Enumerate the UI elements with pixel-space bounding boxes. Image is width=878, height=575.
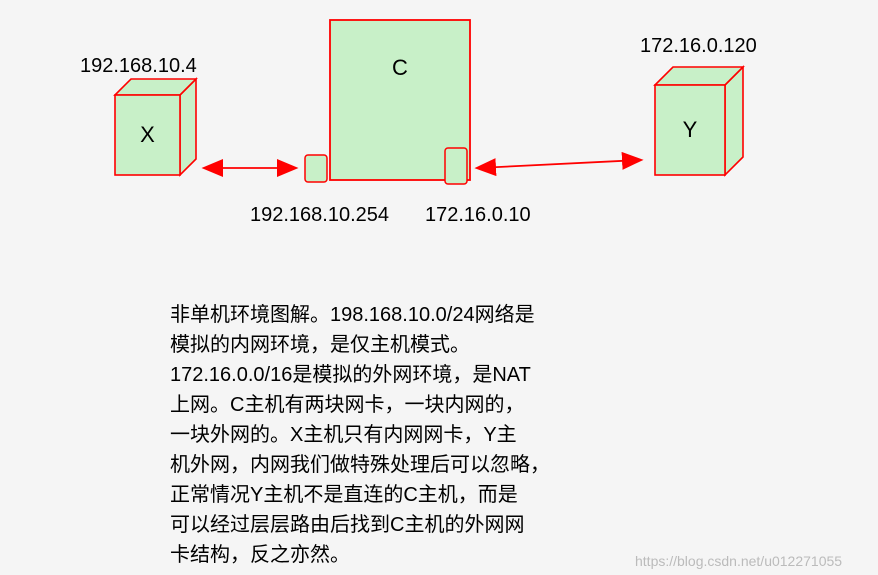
nic-right-box (445, 148, 467, 184)
nic-right-ip-label: 172.16.0.10 (425, 204, 531, 227)
arrow-c-y (478, 160, 640, 168)
node-x-label: X (140, 122, 155, 147)
nic-left-box (305, 155, 327, 182)
node-y-ip-label: 172.16.0.120 (640, 35, 757, 58)
watermark-text: https://blog.csdn.net/u012271055 (635, 553, 842, 569)
description-text: 非单机环境图解。198.168.10.0/24网络是模拟的内网环境，是仅主机模式… (170, 300, 600, 570)
node-c-label: C (392, 55, 408, 80)
nic-left-ip-label: 192.168.10.254 (250, 204, 389, 227)
node-x-ip-label: 192.168.10.4 (80, 55, 197, 78)
node-y-label: Y (683, 117, 698, 142)
